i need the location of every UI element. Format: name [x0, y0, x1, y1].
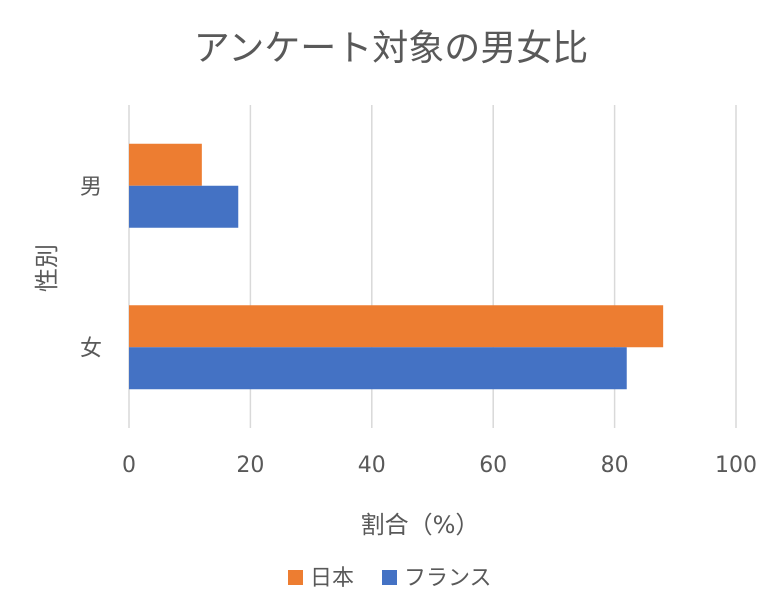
legend: 日本 フランス: [288, 566, 492, 591]
bar-女-フランス: [129, 347, 627, 390]
x-tick-label: 40: [358, 453, 386, 478]
x-tick-label: 20: [236, 453, 264, 478]
legend-label: 日本: [310, 566, 354, 591]
bar-女-日本: [129, 305, 664, 348]
x-tick-label: 80: [601, 453, 629, 478]
legend-swatch: [288, 570, 303, 585]
bar-男-フランス: [129, 185, 239, 228]
legend-label: フランス: [404, 566, 492, 591]
x-axis-label: 割合（%）: [361, 511, 480, 539]
legend-swatch: [382, 570, 397, 585]
category-labels: 男女: [80, 175, 102, 362]
category-label: 女: [80, 336, 102, 361]
category-label: 男: [80, 175, 102, 200]
x-tick-labels: 0 20 40 60 80 100: [122, 453, 757, 478]
y-axis-label: 性別: [33, 244, 61, 292]
bar-男-日本: [129, 143, 202, 186]
x-tick-label: 60: [479, 453, 507, 478]
x-tick-label: 100: [715, 453, 757, 478]
bars: [129, 143, 664, 390]
x-tick-label: 0: [122, 453, 136, 478]
chart-title: アンケート対象の男女比: [194, 28, 589, 69]
